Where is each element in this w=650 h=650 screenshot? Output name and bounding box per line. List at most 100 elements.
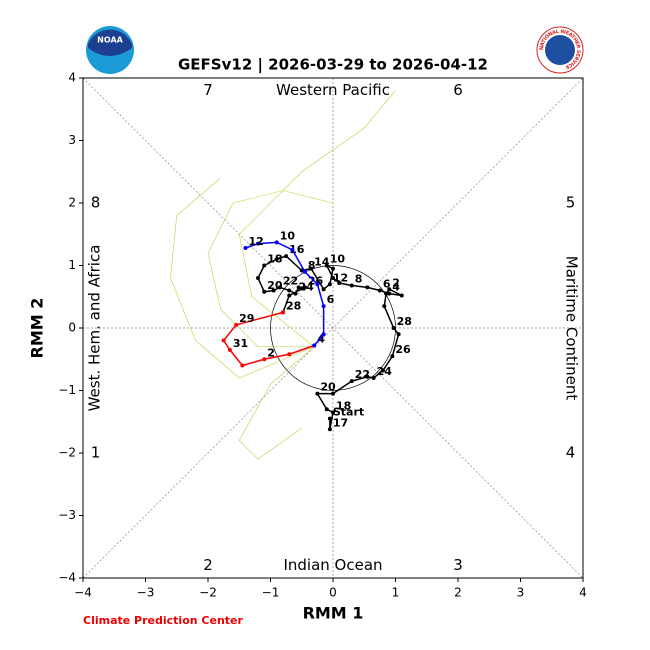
credit: Climate Prediction Center xyxy=(83,614,243,627)
point xyxy=(382,304,387,309)
point xyxy=(221,338,226,343)
y-tick-label: 3 xyxy=(68,133,76,147)
point-label: 22 xyxy=(355,368,370,381)
point xyxy=(377,288,382,293)
point xyxy=(315,391,320,396)
point xyxy=(287,352,292,357)
point xyxy=(327,427,332,432)
point xyxy=(396,332,401,337)
y-tick-label: 1 xyxy=(68,258,76,272)
x-tick-label: 3 xyxy=(517,586,525,600)
y-tick-label: 4 xyxy=(68,71,76,85)
point xyxy=(349,379,354,384)
point xyxy=(381,368,385,373)
point xyxy=(324,263,329,268)
point xyxy=(387,291,392,296)
point xyxy=(262,263,267,268)
point-label: 8 xyxy=(355,273,363,286)
x-tick-label: −3 xyxy=(137,586,155,600)
point-label: 26 xyxy=(395,343,411,356)
point-label: 29 xyxy=(239,312,254,325)
phase-label: 6 xyxy=(453,81,463,99)
point xyxy=(234,322,239,327)
phase-label: 2 xyxy=(203,556,213,574)
x-axis-label: RMM 1 xyxy=(303,604,364,623)
point xyxy=(349,283,354,288)
logo-text: NOAA xyxy=(97,36,123,45)
point xyxy=(327,282,332,287)
ensemble-line xyxy=(170,177,315,379)
point xyxy=(324,407,329,412)
region-label: Indian Ocean xyxy=(283,556,382,574)
point-label: 12 xyxy=(249,235,264,248)
y-tick-label: −1 xyxy=(58,383,76,397)
point-label: 28 xyxy=(397,315,412,328)
point xyxy=(365,374,370,379)
x-tick-label: −2 xyxy=(199,586,217,600)
point-label: 28 xyxy=(286,299,301,312)
point-label: 2 xyxy=(392,276,400,289)
point-label: 20 xyxy=(267,279,283,292)
point xyxy=(277,285,282,290)
y-tick-label: 0 xyxy=(68,321,76,335)
trajectory-line xyxy=(222,311,315,367)
point xyxy=(262,289,267,294)
point-label: 14 xyxy=(314,256,330,269)
point xyxy=(327,416,332,421)
x-tick-label: 4 xyxy=(579,586,587,600)
point xyxy=(365,285,370,290)
point xyxy=(391,326,396,330)
ensemble-line xyxy=(238,346,315,460)
region-label: Western Pacific xyxy=(276,81,390,99)
point xyxy=(331,391,335,396)
point xyxy=(281,310,285,315)
x-tick-label: 2 xyxy=(454,586,462,600)
phase-label: 4 xyxy=(566,444,576,462)
point-label: 18 xyxy=(336,399,351,412)
point xyxy=(390,354,395,359)
point xyxy=(331,410,335,415)
point xyxy=(262,357,267,362)
y-axis-label: RMM 2 xyxy=(28,298,47,359)
x-tick-label: −4 xyxy=(74,586,92,600)
x-tick-label: 0 xyxy=(329,586,337,600)
x-tick-label: 1 xyxy=(392,586,400,600)
point xyxy=(337,281,342,285)
point xyxy=(302,285,307,290)
x-tick-label: −1 xyxy=(262,586,280,600)
point xyxy=(256,241,260,246)
point xyxy=(315,282,320,287)
point-label: 22 xyxy=(283,274,298,287)
point-label: 2 xyxy=(267,346,275,359)
point-label: 4 xyxy=(392,281,400,294)
point xyxy=(384,291,389,296)
point-label: 10 xyxy=(330,253,346,266)
ensemble-line xyxy=(238,90,396,347)
point xyxy=(321,332,326,337)
point xyxy=(309,266,314,271)
point xyxy=(321,304,326,309)
point xyxy=(227,347,232,352)
y-tick-label: 2 xyxy=(68,196,76,210)
point xyxy=(290,247,295,252)
point xyxy=(296,285,301,290)
point xyxy=(371,376,376,380)
phase-label: 7 xyxy=(203,81,213,99)
point xyxy=(256,276,260,280)
chart-title: GEFSv12 | 2026-03-29 to 2026-04-12 xyxy=(178,56,488,75)
point xyxy=(293,291,298,296)
point xyxy=(312,343,317,348)
point xyxy=(274,240,279,245)
phase-label: 5 xyxy=(566,194,576,212)
point-label: 6 xyxy=(383,278,391,291)
point xyxy=(284,254,289,259)
point-label: 17 xyxy=(333,416,348,429)
point xyxy=(302,269,307,274)
point-label: 18 xyxy=(267,253,282,266)
point xyxy=(240,363,245,368)
phase-label: 3 xyxy=(453,556,463,574)
y-tick-label: −2 xyxy=(58,446,76,460)
point-label: 8 xyxy=(308,259,316,272)
point-label: Start xyxy=(333,406,364,419)
